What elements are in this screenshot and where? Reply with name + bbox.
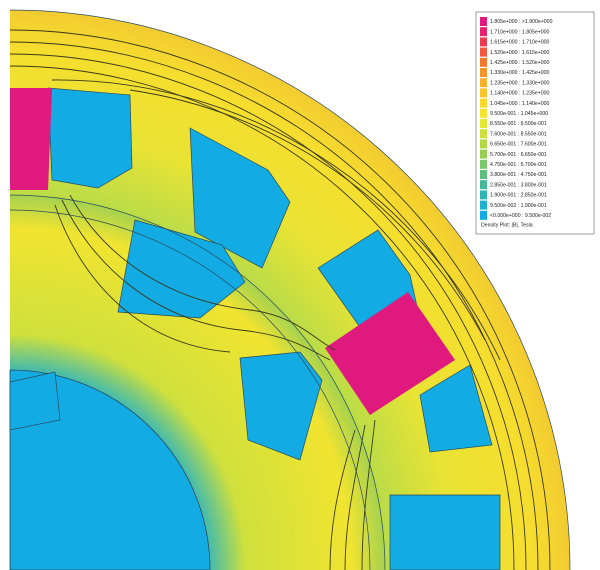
machine-section (9, 9, 571, 570)
legend-swatch (480, 149, 487, 159)
legend-swatch (480, 88, 487, 98)
legend-label: 1.140e+000 : 1.235e+000 (490, 91, 550, 97)
flux-lines (9, 29, 551, 570)
legend-label: 1.330e+000 : 1.425e+000 (490, 70, 550, 76)
legend-label: 1.805e+000 : >1.900e+000 (490, 19, 553, 25)
legend: Density Plot: |B|, Tesla 1.805e+000 : >1… (475, 11, 595, 235)
legend-swatch (480, 190, 487, 200)
legend-label: 1.520e+000 : 1.615e+000 (490, 50, 550, 56)
legend-swatch (480, 139, 487, 149)
legend-label: 1.425e+000 : 1.520e+000 (490, 60, 550, 66)
legend-caption: Density Plot: |B|, Tesla (481, 222, 533, 228)
magnets (10, 88, 455, 415)
legend-label: 4.750e-001 : 5.700e-001 (490, 162, 547, 168)
legend-label: 3.800e-001 : 4.750e-001 (490, 172, 547, 178)
legend-swatch (480, 170, 487, 179)
legend-swatch (480, 78, 487, 88)
legend-label: 1.045e+000 : 1.140e+000 (490, 101, 550, 107)
legend-label: 2.850e-001 : 3.800e-001 (490, 182, 547, 188)
legend-swatch (480, 17, 487, 26)
legend-swatch (480, 200, 487, 210)
legend-swatch (480, 47, 487, 57)
legend-box (475, 11, 595, 235)
legend-swatch (480, 159, 487, 169)
legend-swatch (480, 210, 487, 220)
legend-label: <0.000e+000 : 9.500e-002 (490, 213, 551, 219)
legend-label: 6.650e-001 : 7.600e-001 (490, 142, 547, 148)
legend-label: 9.500e-002 : 1.900e-001 (490, 203, 547, 209)
legend-label: 1.615e+000 : 1.710e+000 (490, 40, 550, 46)
legend-swatch (480, 68, 487, 77)
legend-label: 5.700e-001 : 6.650e-001 (490, 152, 547, 158)
mesh-edges (9, 9, 571, 570)
legend-label: 9.500e-001 : 1.045e+000 (490, 111, 548, 117)
legend-swatch (480, 180, 487, 190)
legend-label: 1.235e+000 : 1.330e+000 (490, 80, 550, 86)
legend-swatch (480, 119, 487, 128)
legend-label: 8.550e-001 : 9.500e-001 (490, 121, 547, 127)
legend-swatch (480, 57, 487, 67)
legend-swatch (480, 108, 487, 118)
legend-swatch (480, 129, 487, 139)
legend-swatch (480, 98, 487, 108)
legend-swatch (480, 27, 487, 37)
legend-label: 1.900e-001 : 2.850e-001 (490, 193, 547, 199)
legend-label: 7.600e-001 : 8.550e-001 (490, 131, 547, 137)
legend-label: 1.710e+000 : 1.805e+000 (490, 29, 550, 35)
legend-swatch (480, 37, 487, 47)
